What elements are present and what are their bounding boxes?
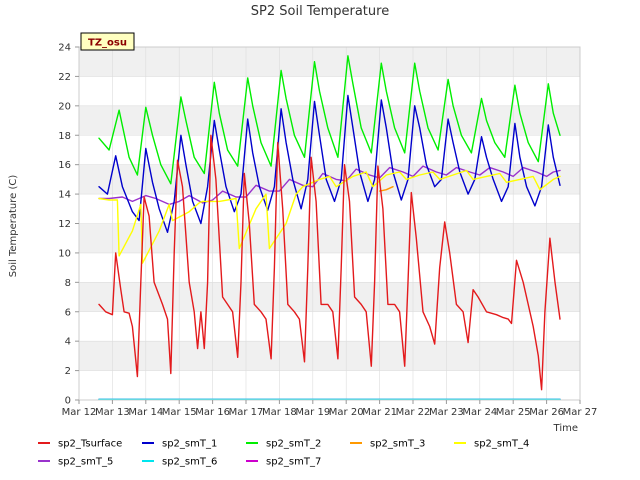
legend-label-sp2_smT_4: sp2_smT_4 xyxy=(474,439,529,450)
y-tick-label: 12 xyxy=(58,219,71,230)
y-tick-label: 18 xyxy=(58,131,71,142)
background-band xyxy=(79,223,580,253)
x-tick-label: Mar 18 xyxy=(262,407,297,418)
background-band xyxy=(79,105,580,136)
y-tick-label: 4 xyxy=(65,337,71,348)
series-layer xyxy=(98,55,561,400)
legend-label-sp2_smT_5: sp2_smT_5 xyxy=(58,457,113,468)
y-tick-label: 22 xyxy=(58,72,71,83)
legend-label-sp2_smT_2: sp2_smT_2 xyxy=(266,439,321,450)
background-band xyxy=(79,252,580,283)
legend-label-sp2_smT_6: sp2_smT_6 xyxy=(162,457,217,468)
background-band xyxy=(79,47,580,77)
x-tick-label: Mar 25 xyxy=(496,407,531,418)
x-tick-label: Mar 24 xyxy=(462,407,497,418)
y-tick-label: 8 xyxy=(65,278,71,289)
y-tick-label: 20 xyxy=(58,101,71,112)
x-tick-label: Mar 22 xyxy=(396,407,431,418)
x-tick-label: Mar 26 xyxy=(529,407,564,418)
legend-label-sp2_smT_1: sp2_smT_1 xyxy=(162,439,217,450)
x-axis-title: Time xyxy=(553,423,578,434)
background-band xyxy=(79,76,580,106)
x-tick-label: Mar 17 xyxy=(229,407,264,418)
background-band xyxy=(79,341,580,371)
x-tick-label: Mar 21 xyxy=(362,407,397,418)
series-line-sp2_smT_4 xyxy=(98,169,561,264)
legend-label-sp2_smT_7: sp2_smT_7 xyxy=(266,457,321,468)
background-band xyxy=(79,135,580,165)
x-tick-label: Mar 13 xyxy=(95,407,130,418)
series-line-sp2_smT_1 xyxy=(98,94,561,234)
x-tick-label: Mar 15 xyxy=(162,407,197,418)
series-line-sp2_smT_3 xyxy=(378,185,394,192)
y-axis-title: Soil Temperature (C) xyxy=(8,175,19,278)
tz-badge: TZ_osu xyxy=(80,32,135,51)
y-tick-label: 0 xyxy=(65,396,71,407)
y-tick-label: 14 xyxy=(58,190,71,201)
y-tick-label: 16 xyxy=(58,160,71,171)
legend-label-sp2_Tsurface: sp2_Tsurface xyxy=(58,439,122,450)
background-band xyxy=(79,311,580,342)
x-tick-label: Mar 27 xyxy=(563,407,598,418)
x-tick-label: Mar 20 xyxy=(329,407,364,418)
tz-badge-box xyxy=(80,32,135,51)
chart-title: SP2 Soil Temperature xyxy=(251,4,389,19)
tz-badge-label: TZ_osu xyxy=(88,38,127,49)
x-tick-label: Mar 23 xyxy=(429,407,464,418)
x-tick-label: Mar 12 xyxy=(62,407,97,418)
y-tick-label: 24 xyxy=(58,43,71,54)
x-tick-label: Mar 19 xyxy=(295,407,330,418)
y-tick-label: 10 xyxy=(58,248,71,259)
legend-label-sp2_smT_3: sp2_smT_3 xyxy=(370,439,425,450)
x-tick-label: Mar 14 xyxy=(128,407,163,418)
series-line-sp2_Tsurface xyxy=(98,134,561,391)
x-tick-label: Mar 16 xyxy=(195,407,230,418)
series-line-sp2_smT_2 xyxy=(98,55,561,185)
legend: sp2_Tsurface sp2_smT_1 sp2_smT_2 sp2_smT_3 s… xyxy=(38,439,529,468)
gridlines xyxy=(78,46,581,401)
background-band xyxy=(79,370,580,400)
y-tick-label: 6 xyxy=(65,307,71,318)
y-tick-label: 2 xyxy=(65,366,71,377)
